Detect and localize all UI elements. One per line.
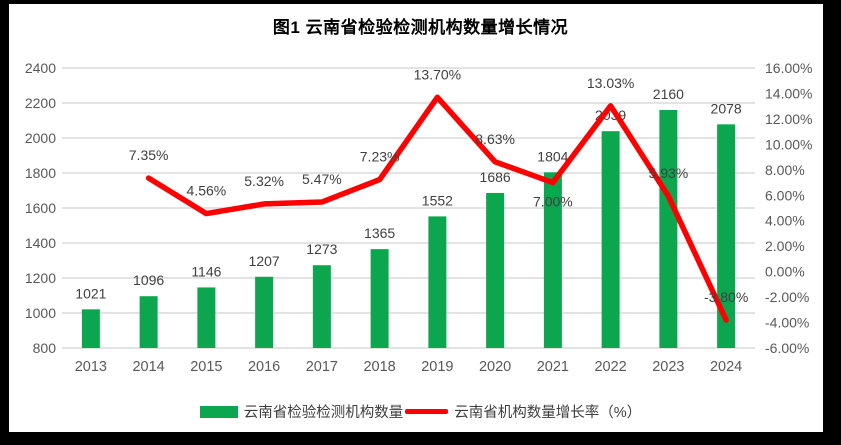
legend-bar-label: 云南省检验检测机构数量 <box>243 405 404 421</box>
left-axis-tick: 2000 <box>25 130 56 146</box>
growth-line <box>145 94 729 323</box>
left-axis-tick: 2200 <box>25 95 56 111</box>
right-axis-tick: 0.00% <box>765 264 805 280</box>
chart-title: 图1 云南省检验检测机构数量增长情况 <box>272 18 569 37</box>
bar <box>601 131 620 348</box>
legend: 云南省检验检测机构数量 云南省机构数量增长率（%） <box>0 401 841 422</box>
right-axis-tick: 10.00% <box>765 136 812 152</box>
line-value-label: 7.00% <box>533 194 573 210</box>
bar-value-label: 1096 <box>133 272 164 288</box>
line-value-label: 5.32% <box>244 173 284 189</box>
bar-value-label: 1804 <box>537 148 568 164</box>
x-axis-label: 2023 <box>652 359 684 375</box>
x-axis-label: 2024 <box>710 359 742 375</box>
line-value-label: 7.35% <box>129 147 169 163</box>
bar-value-label: 1021 <box>75 285 106 301</box>
bar <box>81 309 100 348</box>
line-value-label: 7.23% <box>360 149 400 165</box>
x-axis-label: 2021 <box>537 359 569 375</box>
bar <box>370 249 389 348</box>
bar-value-label: 1552 <box>422 192 453 208</box>
right-axis-tick: 14.00% <box>765 85 812 101</box>
right-axis-tick: 2.00% <box>765 238 805 254</box>
bar-value-label: 1686 <box>480 169 511 185</box>
right-axis-tick: 6.00% <box>765 187 805 203</box>
line-value-label: 13.03% <box>587 75 634 91</box>
left-axis-tick: 1200 <box>25 270 56 286</box>
left-axis-tick: 2400 <box>25 60 56 76</box>
line-value-label: 5.93% <box>649 165 689 181</box>
legend-item-line: 云南省机构数量增长率（%） <box>405 401 641 422</box>
bar-value-label: 1365 <box>364 225 395 241</box>
legend-item-bars: 云南省检验检测机构数量 <box>199 401 404 422</box>
bar-value-label: 1207 <box>249 253 280 269</box>
chart-canvas <box>9 4 823 432</box>
right-axis-tick: 12.00% <box>765 111 812 127</box>
right-axis-tick: 16.00% <box>765 60 812 76</box>
line-value-label: -3.80% <box>704 289 748 305</box>
x-axis-label: 2019 <box>421 359 453 375</box>
bar-value-label: 1146 <box>191 263 221 279</box>
right-axis-tick: 8.00% <box>765 162 805 178</box>
left-axis-tick: 800 <box>33 340 57 356</box>
line-value-label: 8.63% <box>475 131 515 147</box>
right-axis-tick: -6.00% <box>765 340 809 356</box>
bar <box>428 216 447 348</box>
x-axis-label: 2013 <box>75 359 107 375</box>
x-axis-label: 2017 <box>306 359 338 375</box>
bar-value-label: 2078 <box>711 100 742 116</box>
legend-bar-swatch <box>199 405 238 418</box>
x-axis-label: 2016 <box>248 359 280 375</box>
bar <box>139 296 158 348</box>
line-value-label: 5.47% <box>302 171 342 187</box>
x-axis-label: 2020 <box>479 359 511 375</box>
bar <box>255 276 274 348</box>
right-axis-tick: -2.00% <box>765 289 809 305</box>
bar <box>717 124 736 348</box>
left-axis-tick: 1800 <box>25 165 56 181</box>
bar-value-label: 1273 <box>306 241 337 257</box>
bar <box>543 172 562 348</box>
left-axis-tick: 1400 <box>25 235 56 251</box>
right-axis-tick: 4.00% <box>765 213 805 229</box>
x-axis-label: 2014 <box>132 359 164 375</box>
x-axis-label: 2018 <box>363 359 395 375</box>
bar <box>312 265 331 348</box>
legend-line-swatch <box>405 409 449 414</box>
legend-line-label: 云南省机构数量增长率（%） <box>454 405 642 421</box>
line-value-label: 13.70% <box>414 66 461 82</box>
left-axis-tick: 1000 <box>25 305 56 321</box>
bar <box>486 192 505 348</box>
bar <box>659 110 678 348</box>
bar-value-label: 2160 <box>653 86 684 102</box>
line-value-label: 4.56% <box>187 183 227 199</box>
right-axis-tick: -4.00% <box>765 315 809 331</box>
bar <box>197 287 216 348</box>
x-axis-label: 2015 <box>190 359 222 375</box>
left-axis-tick: 1600 <box>25 200 56 216</box>
x-axis-label: 2022 <box>594 359 626 375</box>
